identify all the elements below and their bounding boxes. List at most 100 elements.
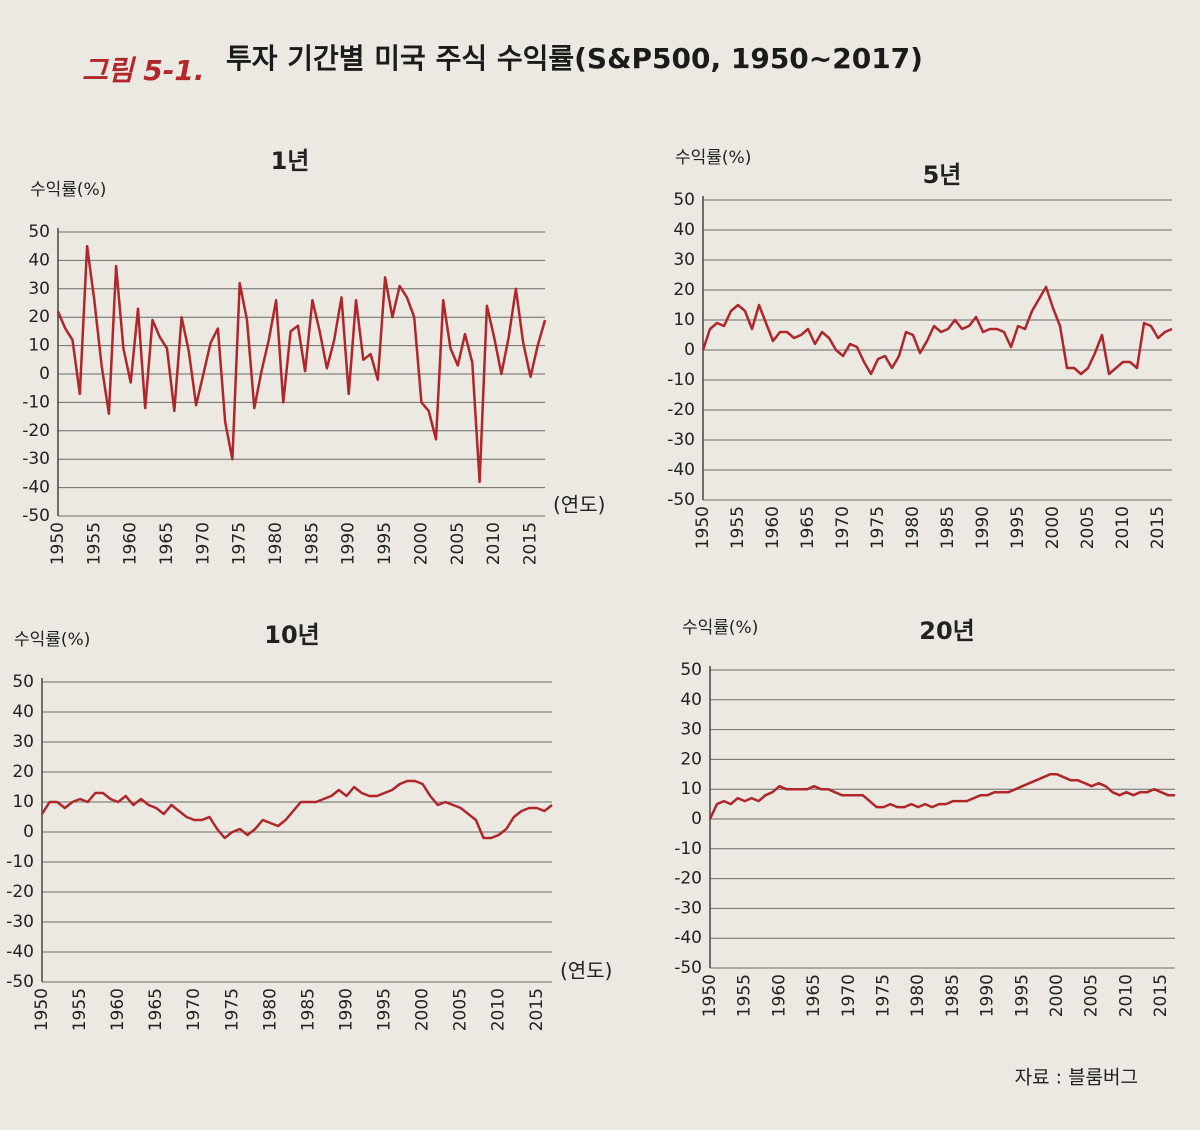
y-tick-label: -10	[674, 839, 702, 859]
x-tick-label: 1960	[769, 974, 789, 1017]
x-tick-label: 1980	[266, 522, 286, 565]
x-tick-label: 1975	[874, 974, 894, 1017]
y-tick-label: -30	[22, 449, 50, 469]
x-tick-label: 1975	[868, 506, 888, 549]
y-tick-label: -50	[22, 506, 50, 526]
x-tick-label: 1980	[903, 506, 923, 549]
x-tick-label: 1995	[1012, 974, 1032, 1017]
figure-title: 투자 기간별 미국 주식 수익률(S&P500, 1950~2017)	[226, 42, 923, 75]
x-tick-label: 1965	[798, 506, 818, 549]
x-tick-label: 1950	[693, 506, 713, 549]
figure-label: 그림 5-1.	[82, 54, 205, 87]
x-tick-label: 2010	[1113, 506, 1133, 549]
y-tick-label: 20	[673, 280, 695, 300]
y-tick-label: -20	[674, 869, 702, 889]
chart-title: 5년	[923, 161, 962, 189]
y-tick-label: 40	[12, 702, 34, 722]
y-tick-label: 20	[680, 749, 702, 769]
y-tick-label: -20	[22, 421, 50, 441]
x-tick-label: 2000	[1043, 506, 1063, 549]
y-tick-label: -10	[6, 852, 34, 872]
y-tick-label: 0	[691, 809, 702, 829]
y-tick-label: 50	[680, 660, 702, 680]
y-axis-label: 수익률(%)	[14, 630, 90, 650]
x-tick-label: 2005	[448, 522, 468, 565]
y-tick-label: 30	[28, 279, 50, 299]
y-tick-label: -20	[667, 400, 695, 420]
y-tick-label: -40	[674, 928, 702, 948]
y-tick-label: 50	[12, 672, 34, 692]
y-tick-label: 30	[680, 720, 702, 740]
x-tick-label: 1990	[336, 988, 356, 1031]
x-tick-label: 1950	[32, 988, 52, 1031]
y-tick-label: -20	[6, 882, 34, 902]
y-tick-label: 20	[12, 762, 34, 782]
x-tick-label: 1985	[302, 522, 322, 565]
chart-title: 20년	[919, 617, 974, 645]
y-tick-label: 40	[673, 220, 695, 240]
x-tick-label: 2000	[413, 988, 433, 1031]
y-tick-label: -40	[6, 942, 34, 962]
x-tick-label: 2010	[489, 988, 509, 1031]
x-tick-label: 1970	[184, 988, 204, 1031]
y-tick-label: 50	[28, 222, 50, 242]
x-tick-label: 1960	[763, 506, 783, 549]
y-tick-label: 10	[12, 792, 34, 812]
x-tick-label: 2000	[411, 522, 431, 565]
x-tick-label: 1970	[833, 506, 853, 549]
x-tick-label: 2005	[451, 988, 471, 1031]
x-tick-label: 1965	[804, 974, 824, 1017]
x-tick-label: 1975	[230, 522, 250, 565]
y-tick-label: 0	[23, 822, 34, 842]
y-tick-label: 30	[12, 732, 34, 752]
x-tick-label: 1990	[973, 506, 993, 549]
y-tick-label: -40	[667, 460, 695, 480]
x-tick-label: 1970	[193, 522, 213, 565]
x-tick-label: 2010	[1116, 974, 1136, 1017]
x-tick-label: 1960	[121, 522, 141, 565]
y-tick-label: 20	[28, 307, 50, 327]
x-tick-label: 1955	[84, 522, 104, 565]
data-line	[40, 779, 553, 840]
y-tick-label: -50	[6, 972, 34, 992]
y-tick-label: 10	[673, 310, 695, 330]
y-tick-label: -40	[22, 478, 50, 498]
x-tick-label: 1950	[700, 974, 720, 1017]
y-tick-label: 40	[28, 250, 50, 270]
y-tick-label: -50	[674, 958, 702, 978]
x-tick-label: 1965	[157, 522, 177, 565]
x-tick-label: 1985	[938, 506, 958, 549]
y-tick-label: 0	[39, 364, 50, 384]
x-tick-label: 2015	[520, 522, 540, 565]
y-tick-label: -50	[667, 490, 695, 510]
x-tick-label: 1955	[70, 988, 90, 1031]
x-tick-label: 1950	[48, 522, 68, 565]
x-tick-label: 1970	[839, 974, 859, 1017]
x-tick-label: 2015	[1148, 506, 1168, 549]
x-tick-label: 1985	[298, 988, 318, 1031]
y-tick-label: -10	[667, 370, 695, 390]
source: 자료 : 블룸버그	[1015, 1067, 1138, 1089]
y-tick-label: 50	[673, 190, 695, 210]
x-tick-label: 1995	[375, 988, 395, 1031]
x-tick-label: 1995	[375, 522, 395, 565]
x-tick-label: 2000	[1047, 974, 1067, 1017]
y-tick-label: 40	[680, 690, 702, 710]
x-tick-label: 2015	[1151, 974, 1171, 1017]
x-tick-label: 1980	[908, 974, 928, 1017]
x-axis-label: (연도)	[560, 959, 612, 983]
chart-title: 10년	[264, 621, 319, 649]
y-axis-label: 수익률(%)	[30, 180, 106, 200]
y-tick-label: 10	[680, 779, 702, 799]
chart-title: 1년	[271, 147, 310, 175]
y-tick-label: 0	[684, 340, 695, 360]
x-tick-label: 1960	[108, 988, 128, 1031]
y-axis-label: 수익률(%)	[682, 618, 758, 638]
x-tick-label: 1975	[222, 988, 242, 1031]
data-line	[708, 773, 1175, 820]
y-tick-label: -30	[6, 912, 34, 932]
x-tick-label: 2005	[1078, 506, 1098, 549]
y-axis-label: 수익률(%)	[675, 148, 751, 168]
